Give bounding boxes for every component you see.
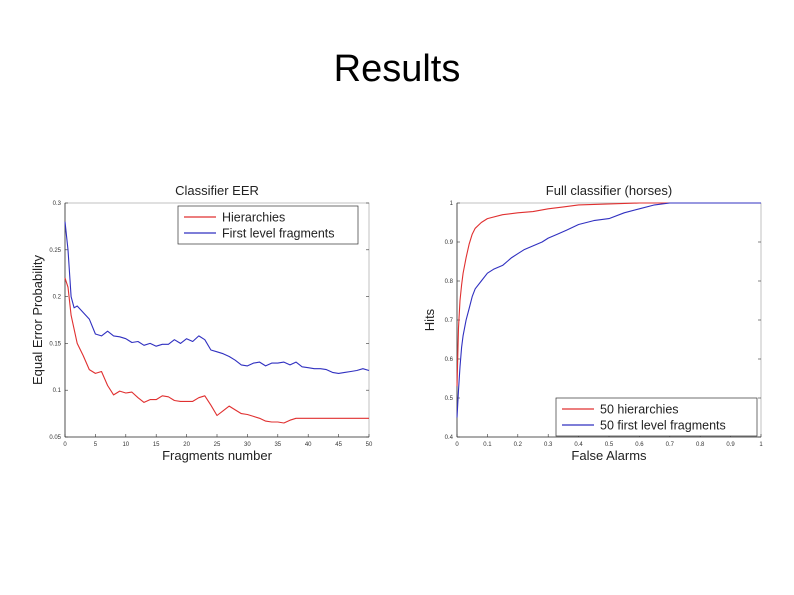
eer-x-tick-label: 5 bbox=[94, 442, 98, 448]
roc-x-tick-label: 0.3 bbox=[544, 442, 553, 448]
eer-legend-label-first-level-fragments: First level fragments bbox=[222, 227, 335, 241]
eer-x-tick-label: 30 bbox=[244, 442, 251, 448]
roc-x-tick-label: 0.8 bbox=[696, 442, 705, 448]
roc-y-tick-label: 1 bbox=[450, 201, 454, 207]
eer-x-tick-label: 10 bbox=[122, 442, 129, 448]
roc-x-tick-label: 1 bbox=[759, 442, 763, 448]
roc-y-tick-label: 0.9 bbox=[445, 240, 454, 246]
roc-x-tick-label: 0.6 bbox=[635, 442, 644, 448]
full-classifier-horses-chart: 0 0.1 0.2 0.3 0.4 0.5 0.6 0.7 0.8 0.9 1 0.4 0.5 0.6 0.… bbox=[422, 183, 763, 463]
eer-x-tick-label: 50 bbox=[366, 442, 373, 448]
eer-y-tick-label: 0.1 bbox=[53, 388, 62, 394]
eer-x-tick-label: 0 bbox=[63, 442, 67, 448]
eer-x-axis-label: Fragments number bbox=[162, 448, 272, 463]
roc-x-tick-label: 0.1 bbox=[483, 442, 492, 448]
roc-title: Full classifier (horses) bbox=[546, 183, 672, 198]
slide-title: Results bbox=[333, 48, 461, 90]
eer-x-tick-label: 20 bbox=[183, 442, 190, 448]
roc-x-tick-label: 0.4 bbox=[574, 442, 583, 448]
eer-series-first-level-fragments bbox=[64, 221, 370, 374]
eer-x-tick-label: 15 bbox=[153, 442, 160, 448]
roc-x-tick-label: 0.5 bbox=[605, 442, 614, 448]
roc-y-tick-label: 0.4 bbox=[445, 435, 454, 441]
eer-y-tick-label: 0.05 bbox=[49, 435, 61, 441]
eer-series-hierarchies bbox=[64, 277, 369, 424]
eer-x-tick-label: 45 bbox=[335, 442, 342, 448]
roc-y-tick-label: 0.6 bbox=[445, 357, 454, 363]
eer-y-tick-label: 0.2 bbox=[53, 295, 62, 301]
eer-y-tick-label: 0.3 bbox=[53, 201, 62, 207]
roc-x-tick-label: 0.2 bbox=[514, 442, 523, 448]
roc-series-50-first-level-fragments bbox=[456, 202, 761, 418]
roc-y-tick-label: 0.8 bbox=[445, 279, 454, 285]
roc-legend bbox=[555, 397, 758, 437]
eer-x-tick-label: 40 bbox=[305, 442, 312, 448]
eer-legend bbox=[177, 205, 359, 245]
roc-x-tick-label: 0.9 bbox=[726, 442, 735, 448]
roc-legend-label-50-first-level-fragments: 50 first level fragments bbox=[600, 419, 726, 433]
eer-y-tick-label: 0.15 bbox=[49, 341, 61, 347]
eer-x-tick-label: 35 bbox=[274, 442, 281, 448]
roc-series-50-hierarchies bbox=[456, 202, 761, 387]
roc-y-tick-label: 0.7 bbox=[445, 318, 454, 324]
eer-y-axis-label: Equal Error Probability bbox=[30, 254, 45, 385]
roc-y-axis-label: Hits bbox=[422, 308, 437, 331]
eer-legend-label-hierarchies: Hierarchies bbox=[222, 211, 285, 225]
eer-y-tick-label: 0.25 bbox=[49, 248, 61, 254]
eer-title: Classifier EER bbox=[175, 183, 259, 198]
roc-y-tick-label: 0.5 bbox=[445, 396, 454, 402]
roc-x-axis-label: False Alarms bbox=[571, 448, 647, 463]
classifier-eer-chart: 0 5 10 15 20 25 30 35 40 45 50 0.05 0.1 0.15 0.2 0.25 0.… bbox=[30, 183, 373, 463]
eer-x-tick-label: 25 bbox=[214, 442, 221, 448]
roc-x-tick-label: 0 bbox=[455, 442, 459, 448]
roc-x-tick-label: 0.7 bbox=[666, 442, 675, 448]
roc-legend-label-50-hierarchies: 50 hierarchies bbox=[600, 403, 679, 417]
